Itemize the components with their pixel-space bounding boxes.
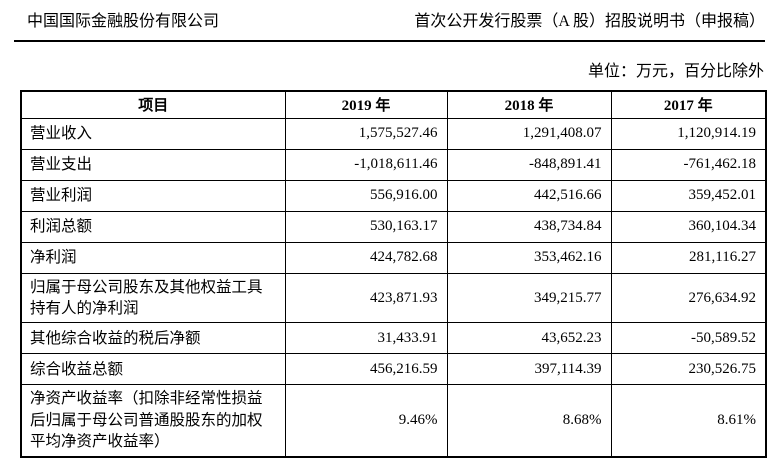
table-row: 营业收入 1,575,527.46 1,291,408.07 1,120,914.19 [20,117,767,150]
column-header: 2019 年 [284,90,448,119]
row-value: 1,291,408.07 [446,117,612,150]
company-name: 中国国际金融股份有限公司 [27,13,220,30]
row-value: 1,120,914.19 [610,117,767,150]
row-label: 其他综合收益的税后净额 [20,322,286,355]
row-value: 556,916.00 [284,179,448,212]
row-label: 营业利润 [20,179,286,212]
row-value: 9.46% [284,384,448,458]
row-value: -50,589.52 [610,322,767,355]
column-header: 2018 年 [446,90,612,119]
table-row: 综合收益总额 456,216.59 397,114.39 230,526.75 [20,353,767,386]
table-row: 净利润 424,782.68 353,462.16 281,116.27 [20,241,767,274]
row-value: -848,891.41 [446,148,612,181]
row-value: 349,215.77 [446,272,612,324]
table-header-row: 项目 2019 年 2018 年 2017 年 [20,90,767,119]
financial-summary-table: 项目 2019 年 2018 年 2017 年 营业收入 1,575,527.46 1,2… [20,90,767,458]
row-label: 营业收入 [20,117,286,150]
table-row: 营业支出 -1,018,611.46 -848,891.41 -761,462.18 [20,148,767,181]
column-header: 项目 [20,90,286,119]
row-value: -761,462.18 [610,148,767,181]
row-value: 31,433.91 [284,322,448,355]
document-title: 首次公开发行股票（A 股）招股说明书（申报稿） [414,13,765,30]
row-label: 净资产收益率（扣除非经常性损益后归属于母公司普通股股东的加权平均净资产收益率） [20,384,286,458]
row-value: 438,734.84 [446,210,612,243]
column-header: 2017 年 [610,90,767,119]
row-label: 利润总额 [20,210,286,243]
row-value: 442,516.66 [446,179,612,212]
unit-note: 单位：万元，百分比除外 [587,63,764,81]
row-value: 353,462.16 [446,241,612,274]
row-value: 1,575,527.46 [284,117,448,150]
row-value: 530,163.17 [284,210,448,243]
row-value: 43,652.23 [446,322,612,355]
row-value: 281,116.27 [610,241,767,274]
row-label: 净利润 [20,241,286,274]
table-row: 净资产收益率（扣除非经常性损益后归属于母公司普通股股东的加权平均净资产收益率） 9… [20,384,767,458]
table-row: 利润总额 530,163.17 438,734.84 360,104.34 [20,210,767,243]
row-value: 360,104.34 [610,210,767,243]
row-label: 综合收益总额 [20,353,286,386]
document-header: 中国国际金融股份有限公司 首次公开发行股票（A 股）招股说明书（申报稿） [14,0,765,43]
row-value: 397,114.39 [446,353,612,386]
row-value: -1,018,611.46 [284,148,448,181]
row-value: 424,782.68 [284,241,448,274]
row-label: 营业支出 [20,148,286,181]
table-row: 营业利润 556,916.00 442,516.66 359,452.01 [20,179,767,212]
row-value: 456,216.59 [284,353,448,386]
table-row: 归属于母公司股东及其他权益工具持有人的净利润 423,871.93 349,215.… [20,272,767,324]
row-value: 423,871.93 [284,272,448,324]
row-value: 8.61% [610,384,767,458]
row-label: 归属于母公司股东及其他权益工具持有人的净利润 [20,272,286,324]
row-value: 359,452.01 [610,179,767,212]
row-value: 8.68% [446,384,612,458]
row-value: 230,526.75 [610,353,767,386]
table-row: 其他综合收益的税后净额 31,433.91 43,652.23 -50,589.52 [20,322,767,355]
row-value: 276,634.92 [610,272,767,324]
